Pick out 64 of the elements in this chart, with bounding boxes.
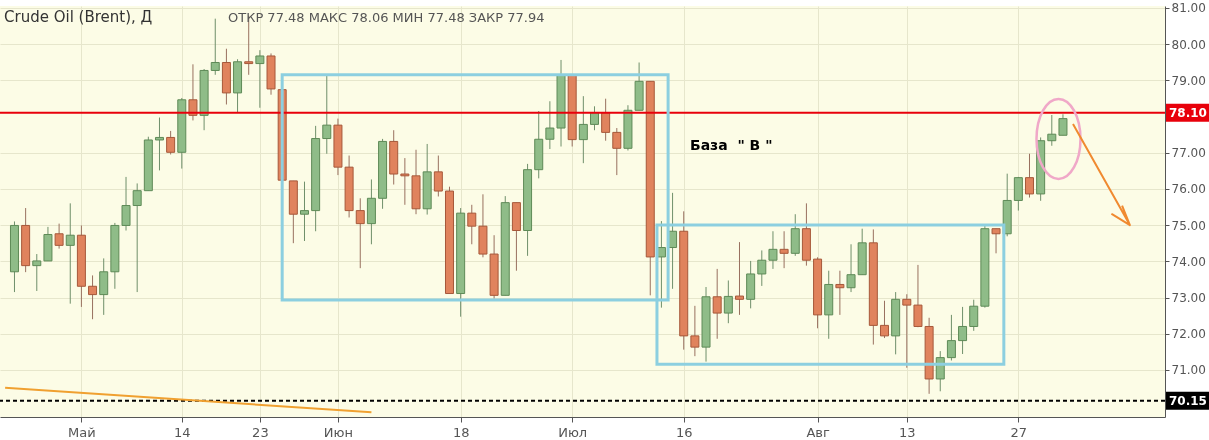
candlestick: [188, 63, 198, 121]
candlestick: [712, 268, 722, 340]
x-tick-label: 16: [675, 424, 693, 440]
candlestick: [690, 305, 700, 357]
y-tick-label: 72.00: [1171, 327, 1206, 342]
ref-line-label: 78.10: [1169, 105, 1207, 120]
candlestick: [299, 181, 309, 242]
candlestick: [835, 270, 845, 316]
candlestick: [902, 293, 912, 369]
candlestick: [255, 49, 265, 109]
candlestick: [132, 182, 142, 293]
x-tick-label: 23: [252, 424, 269, 440]
candlestick: [991, 228, 1001, 254]
candlestick: [1013, 176, 1023, 212]
candlestick: [433, 155, 443, 197]
x-tick-label: 13: [899, 424, 916, 440]
candlestick: [355, 197, 365, 269]
y-tick-label: 75.00: [1171, 218, 1206, 233]
candlestick: [154, 117, 164, 171]
candlestick: [768, 230, 778, 270]
x-tick-label: 14: [174, 424, 191, 440]
candlestick: [779, 230, 789, 269]
chart-subtitle: ОТКР 77.48 МАКС 78.06 МИН 77.48 ЗАКР 77.94: [228, 10, 545, 25]
ref-line-label: 70.15: [1169, 393, 1207, 408]
candlestick: [1025, 153, 1034, 199]
candlestick: [88, 274, 98, 320]
y-tick-label: 77.00: [1171, 146, 1206, 161]
y-tick-label: 73.00: [1171, 291, 1206, 305]
candlestick: [958, 306, 968, 355]
y-tick-label: 71.00: [1171, 363, 1206, 378]
annotation: База " В ": [690, 137, 773, 153]
candlestick: [846, 243, 856, 293]
x-tick-label: Июл: [558, 424, 588, 440]
y-tick-label: 80.00: [1171, 37, 1206, 52]
candlestick: [734, 241, 744, 316]
candlestick: [32, 253, 42, 292]
candlestick: [880, 300, 889, 339]
candlestick: [757, 249, 767, 287]
candlestick: [1058, 113, 1068, 136]
candlestick: [166, 130, 176, 155]
candlestick: [656, 220, 666, 309]
candlestick: [322, 74, 332, 155]
x-tick-label: Май: [68, 424, 96, 440]
candlestick: [210, 18, 220, 76]
x-tick-label: 18: [452, 424, 470, 440]
candlestick: [54, 223, 64, 250]
candlestick: [99, 257, 109, 316]
y-tick-label: 81.00: [1171, 1, 1206, 16]
x-tick-label: Июн: [323, 424, 354, 440]
candlestick: [578, 95, 588, 164]
y-tick-label: 76.00: [1171, 182, 1206, 197]
candlestick: [969, 299, 979, 332]
candlestick: [612, 127, 622, 176]
x-tick-label: Авг: [806, 424, 830, 440]
candlestick: [467, 204, 477, 245]
candlestick: [1047, 114, 1057, 147]
x-tick-label: 27: [1010, 424, 1028, 440]
y-tick-label: 79.00: [1171, 73, 1206, 88]
chart-title: Crude Oil (Brent), Д: [4, 8, 153, 26]
y-tick-label: 74.00: [1171, 254, 1206, 269]
candlestick: [946, 314, 956, 362]
candlestick: [65, 202, 75, 305]
candlestick: [601, 98, 611, 142]
candlestick: [723, 279, 733, 324]
